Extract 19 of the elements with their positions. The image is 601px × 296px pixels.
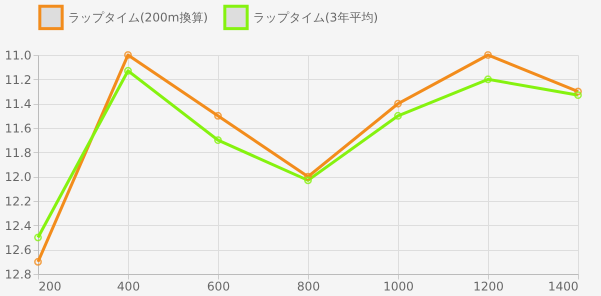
x-tick-label: 200	[38, 280, 62, 294]
y-tick-label: 12.4	[4, 218, 32, 233]
legend-label: ラップタイム(3年平均)	[253, 10, 378, 24]
y-tick-label: 12.0	[4, 170, 32, 184]
y-tick-label: 12.8	[4, 268, 32, 282]
y-tick-label: 12.6	[4, 243, 32, 258]
y-tick-label: 11.8	[4, 146, 32, 160]
x-tick-label: 400	[117, 280, 140, 294]
y-tick-label: 11.6	[4, 122, 32, 136]
x-tick-label: 1400	[548, 280, 578, 294]
y-tick-label: 12.2	[4, 194, 32, 208]
y-tick-label: 11.2	[4, 72, 32, 87]
y-tick-label: 11.0	[4, 48, 32, 62]
x-tick-label: 1000	[383, 280, 414, 294]
x-tick-label: 800	[297, 280, 320, 294]
legend-label: ラップタイム(200m換算)	[68, 10, 208, 24]
y-tick-label: 11.4	[4, 97, 32, 112]
x-tick-label: 600	[207, 280, 230, 294]
x-tick-label: 1200	[473, 280, 504, 294]
